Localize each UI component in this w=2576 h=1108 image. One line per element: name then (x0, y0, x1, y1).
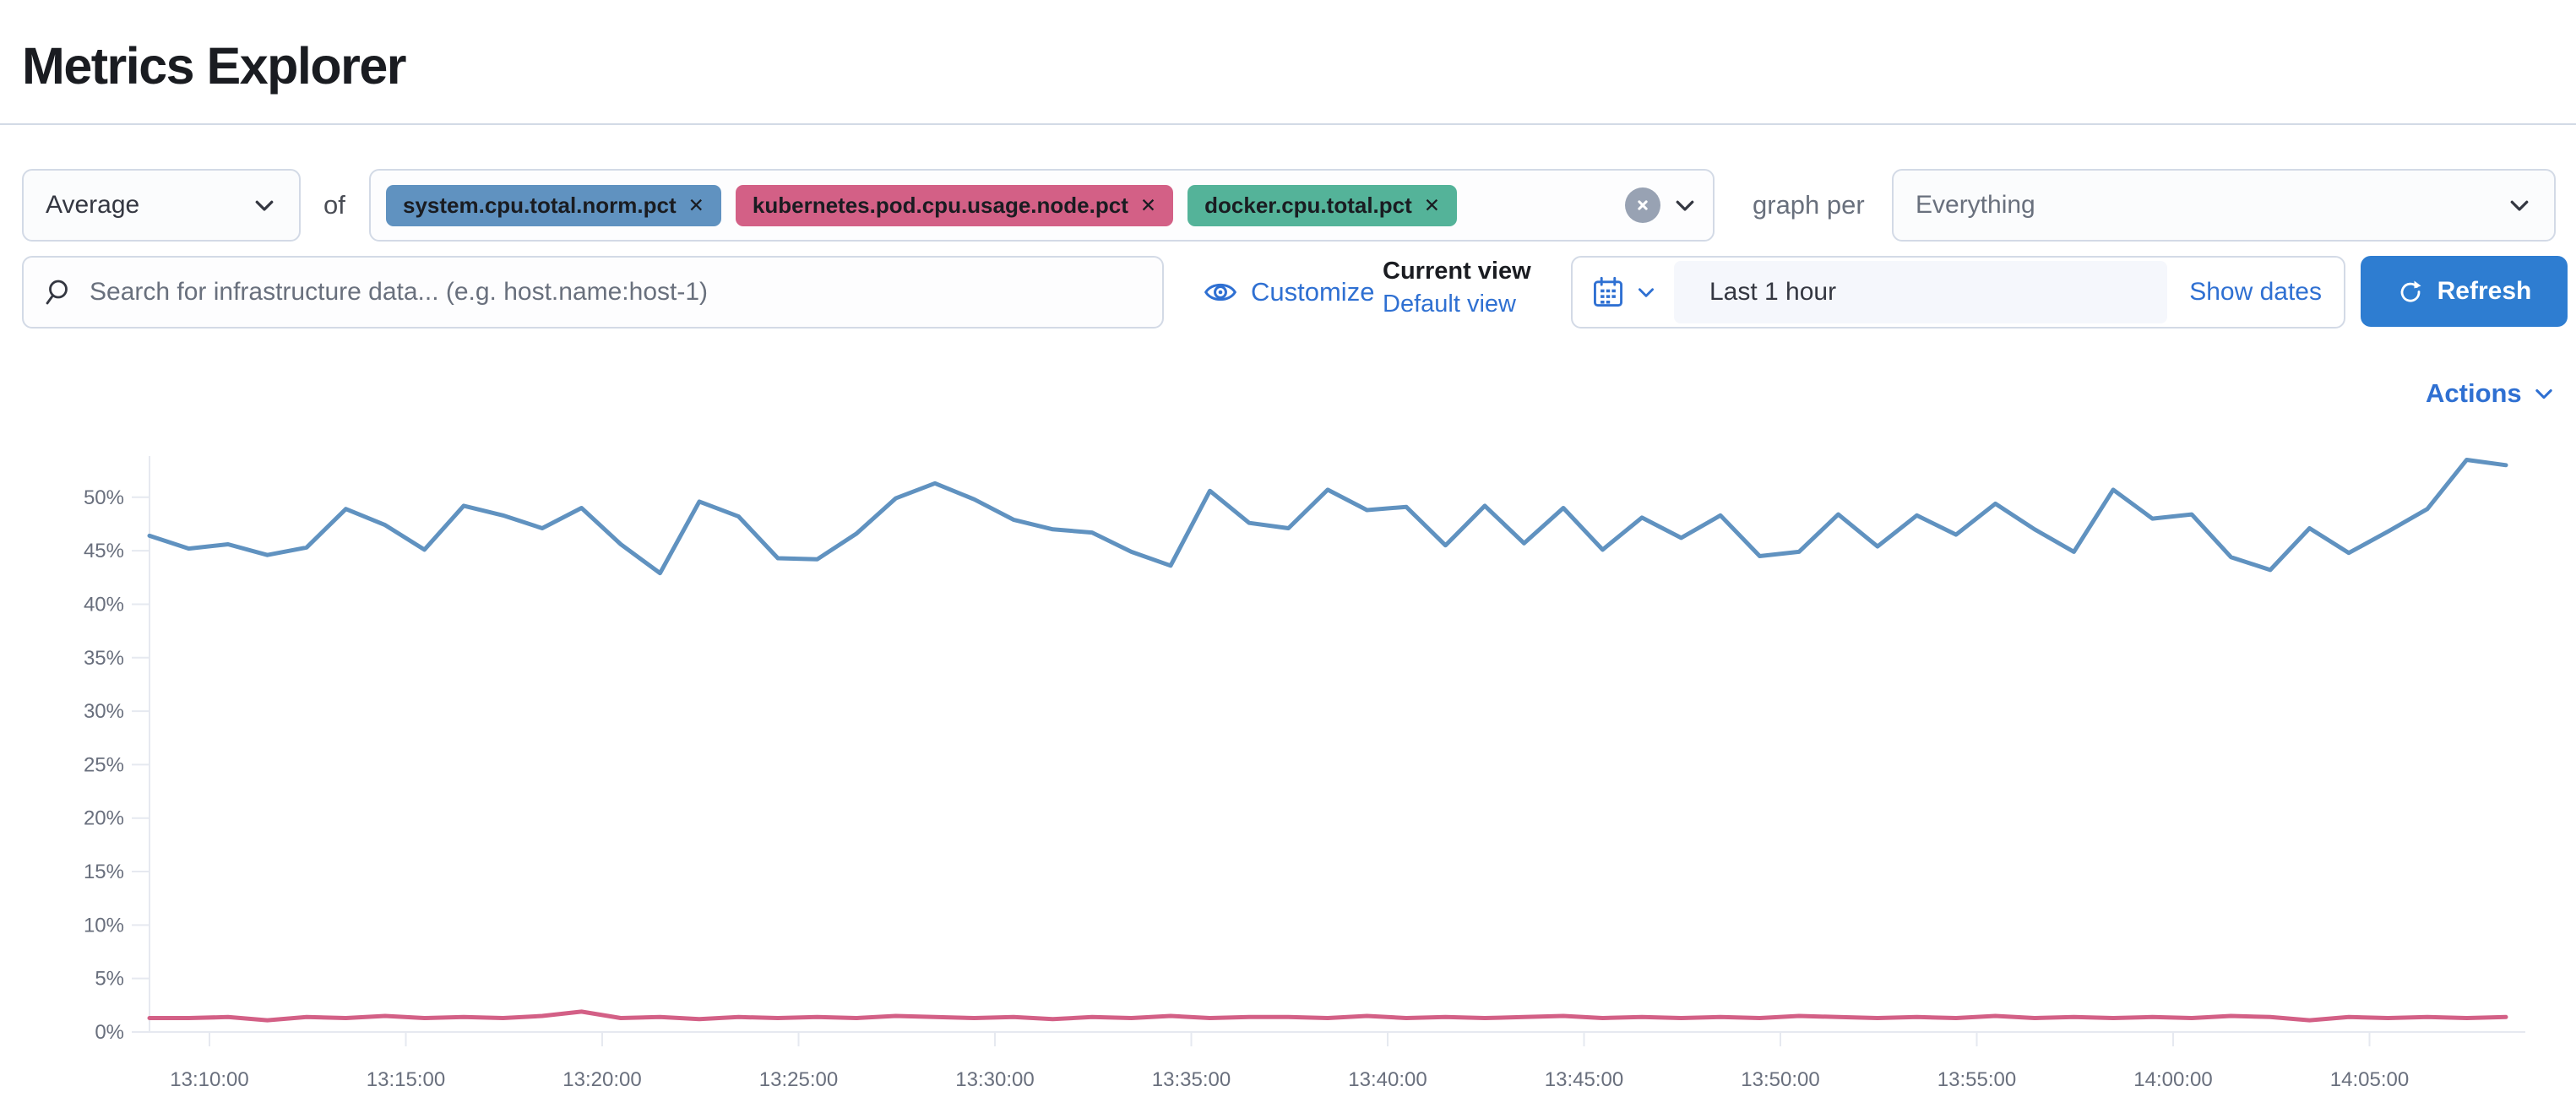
aggregation-select[interactable]: Average (22, 169, 301, 242)
actions-label: Actions (2426, 378, 2522, 408)
customize-label: Customize (1251, 277, 1375, 307)
y-axis-label: 5% (95, 968, 124, 991)
x-axis-label: 13:25:00 (759, 1068, 838, 1091)
time-range-value[interactable]: Last 1 hour (1674, 261, 2168, 323)
y-axis-label: 50% (84, 486, 124, 509)
eye-icon (1204, 283, 1237, 301)
customize-button[interactable]: Customize (1204, 256, 1374, 329)
refresh-label: Refresh (2437, 277, 2532, 305)
chart-series (147, 458, 2508, 1023)
actions-menu-button[interactable]: Actions (2426, 376, 2556, 411)
y-axis-label: 40% (84, 593, 124, 616)
group-by-value: Everything (1916, 191, 2035, 219)
metric-pill[interactable]: system.cpu.total.norm.pct ✕ (386, 184, 721, 226)
x-axis-label: 13:45:00 (1545, 1068, 1623, 1091)
quick-select-button[interactable] (1573, 258, 1672, 327)
page-title: Metrics Explorer (22, 36, 407, 95)
x-axis-label: 14:00:00 (2133, 1068, 2212, 1091)
y-axis-label: 20% (84, 807, 124, 830)
metric-pill-label: docker.cpu.total.pct (1204, 192, 1412, 218)
graph-per-label: graph per (1753, 190, 1865, 220)
metric-pill[interactable]: docker.cpu.total.pct ✕ (1187, 184, 1458, 226)
metric-pill[interactable]: kubernetes.pod.cpu.usage.node.pct ✕ (735, 184, 1174, 226)
time-range-picker: Last 1 hour Show dates (1571, 256, 2345, 329)
group-by-select[interactable]: Everything (1892, 169, 2556, 242)
search-icon (46, 280, 68, 305)
x-axis-label: 14:05:00 (2330, 1068, 2409, 1091)
of-label: of (323, 190, 345, 220)
x-axis-label: 13:50:00 (1741, 1068, 1819, 1091)
metric-pill-remove-icon[interactable]: ✕ (1139, 193, 1157, 216)
metrics-chart: 0% 5% 10% 15% 20% 25% 30% 35% 40% 45% 50% 13:10:00 1… (0, 439, 2576, 1108)
default-view-link[interactable]: Default view (1383, 291, 1516, 318)
metrics-combo-box[interactable]: system.cpu.total.norm.pct ✕ kubernetes.p… (369, 169, 1715, 242)
x-axis-label: 13:40:00 (1348, 1068, 1427, 1091)
x-axis-label: 13:15:00 (367, 1068, 445, 1091)
y-axis-label: 0% (95, 1021, 124, 1044)
search-field (22, 256, 1164, 329)
metric-pill-remove-icon[interactable]: ✕ (1423, 193, 1441, 216)
aggregation-value: Average (46, 191, 140, 219)
y-axis-label: 45% (84, 540, 124, 562)
y-axis-label: 35% (84, 647, 124, 670)
metric-pill-label: system.cpu.total.norm.pct (403, 192, 677, 218)
chevron-down-icon (1639, 288, 1654, 297)
chevron-down-icon (255, 200, 274, 211)
refresh-button[interactable]: Refresh (2361, 256, 2568, 327)
refresh-icon (2400, 280, 2421, 302)
chart-axes (132, 456, 2525, 1046)
y-axis-label: 10% (84, 914, 124, 937)
x-axis-label: 13:10:00 (170, 1068, 248, 1091)
clear-all-icon[interactable] (1625, 187, 1660, 223)
series-line (147, 1009, 2508, 1023)
chevron-down-icon (2510, 200, 2529, 211)
current-view-label: Current view (1383, 258, 1531, 285)
x-axis-label: 13:20:00 (562, 1068, 641, 1091)
y-axis-label: 25% (84, 753, 124, 776)
x-axis-label: 13:55:00 (1937, 1068, 2016, 1091)
y-axis-label: 30% (84, 700, 124, 723)
chevron-down-icon[interactable] (1672, 193, 1698, 218)
metric-pill-remove-icon[interactable]: ✕ (687, 193, 704, 216)
calendar-icon (1594, 276, 1622, 307)
show-dates-button[interactable]: Show dates (2189, 278, 2322, 306)
x-axis-label: 13:30:00 (955, 1068, 1034, 1091)
chevron-down-icon (2535, 388, 2552, 399)
chart-axis-labels: 0% 5% 10% 15% 20% 25% 30% 35% 40% 45% 50% 13:10:00 1… (84, 486, 2409, 1091)
series-line (147, 458, 2508, 576)
header-divider (0, 123, 2576, 125)
view-switcher: Current view Default view (1383, 258, 1552, 318)
metric-pill-label: kubernetes.pod.cpu.usage.node.pct (752, 192, 1128, 218)
search-input[interactable] (88, 277, 1142, 307)
x-axis-label: 13:35:00 (1152, 1068, 1231, 1091)
y-axis-label: 15% (84, 861, 124, 883)
